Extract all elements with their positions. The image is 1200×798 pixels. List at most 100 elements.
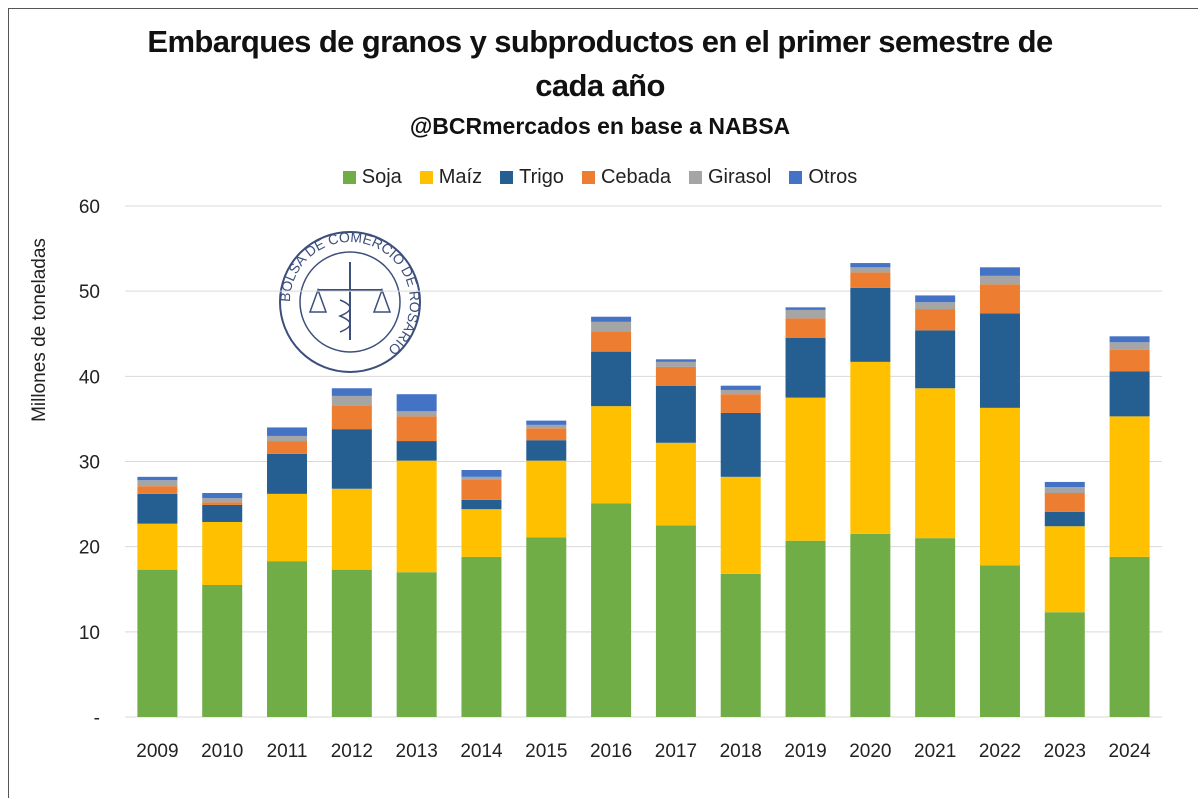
bar-segment (202, 498, 243, 503)
x-tick-label: 2016 (590, 741, 632, 762)
bar-segment (785, 338, 826, 398)
y-tick-label: 40 (79, 367, 100, 388)
bar-segment (331, 395, 372, 406)
bar-segment (1044, 526, 1085, 613)
legend: Soja Maíz Trigo Cebada Girasol Otros (0, 166, 1200, 189)
legend-swatch (500, 171, 514, 184)
bar-segment (915, 295, 956, 303)
bar-segment (785, 540, 826, 717)
x-tick-label: 2024 (1108, 741, 1151, 762)
bar-segment (137, 476, 178, 481)
bar-segment (202, 521, 243, 585)
legend-item: Maíz (419, 166, 482, 189)
bar-segment (655, 359, 696, 362)
bar-segment (137, 569, 178, 717)
bar-segment (1109, 371, 1150, 417)
legend-item: Soja (342, 166, 402, 189)
bar-segment (850, 272, 891, 288)
bar-segment (979, 275, 1020, 285)
bar-segment (655, 385, 696, 443)
bar-segment (720, 412, 761, 477)
bar-segment (396, 411, 437, 417)
bar-segment (850, 361, 891, 534)
y-tick-label: - (94, 708, 100, 729)
legend-label: Cebada (600, 166, 671, 188)
bar-segment (655, 366, 696, 386)
bar-segment (526, 428, 567, 441)
bar-segment (331, 429, 372, 489)
bar-segment (850, 287, 891, 362)
bar-segment (1109, 416, 1150, 557)
bar-segment (137, 480, 178, 487)
bar-segment (137, 523, 178, 570)
y-tick-label: 20 (79, 538, 100, 559)
bar-segment (1044, 612, 1085, 717)
legend-label: Trigo (519, 166, 564, 188)
legend-label: Otros (808, 166, 858, 188)
bar-segment (979, 407, 1020, 566)
bar-segment (461, 476, 502, 480)
x-tick-label: 2017 (655, 741, 697, 762)
bar-segment (202, 493, 243, 499)
bar-segment (331, 405, 372, 430)
y-tick-label: 60 (79, 197, 100, 218)
bar-segment (720, 394, 761, 413)
x-tick-label: 2020 (849, 741, 891, 762)
bar-segment (785, 307, 826, 310)
bar-segment (785, 309, 826, 319)
bar-segment (202, 504, 243, 522)
y-tick-label: 30 (79, 453, 100, 474)
bar-segment (461, 499, 502, 510)
bar-segment (979, 565, 1020, 717)
x-tick-label: 2023 (1044, 741, 1086, 762)
bar-segment (267, 427, 308, 436)
bar-segment (1109, 349, 1150, 372)
bar-segment (331, 388, 372, 396)
bar-segment (720, 476, 761, 574)
bar-segment (267, 453, 308, 494)
bar-segment (267, 435, 308, 442)
chart-subtitle: @BCRmercados en base a NABSA (409, 113, 791, 139)
bar-segment (137, 486, 178, 494)
bar-segment (526, 460, 567, 538)
bar-segment (591, 351, 632, 407)
bar-segment (785, 318, 826, 339)
bar-segment (655, 361, 696, 367)
legend-swatch (342, 171, 356, 184)
y-axis-label: Millones de toneladas (29, 238, 50, 422)
bar-segment (461, 479, 502, 500)
legend-item: Cebada (581, 166, 671, 189)
bar-segment (720, 385, 761, 390)
bar-segment (461, 470, 502, 477)
bar-segment (1044, 487, 1085, 494)
x-tick-label: 2013 (396, 741, 438, 762)
legend-swatch (689, 171, 702, 184)
x-tick-label: 2011 (267, 741, 308, 762)
legend-swatch (789, 171, 803, 184)
bar-segment (267, 561, 308, 717)
legend-swatch (419, 171, 433, 184)
bar-segment (396, 416, 437, 442)
bar-segment (915, 538, 956, 717)
bar-segment (202, 584, 243, 717)
bar-segment (591, 321, 632, 332)
x-tick-label: 2021 (914, 741, 956, 762)
bar-segment (526, 537, 567, 717)
bar-segment (979, 313, 1020, 408)
bar-segment (267, 441, 308, 454)
logo: BOLSA DE COMERCIO DE ROSARIO (277, 229, 423, 373)
bar-segment (202, 502, 243, 505)
x-tick-label: 2022 (979, 741, 1021, 762)
bar-segment (526, 420, 567, 425)
y-tick-label: 10 (79, 623, 100, 644)
bar-segment (1044, 493, 1085, 512)
bar-segment (1044, 481, 1085, 488)
legend-swatch (581, 171, 595, 184)
bar-segment (267, 493, 308, 562)
x-tick-label: 2019 (784, 741, 826, 762)
chart-title: Embarques de granos y subproductos en el… (147, 24, 1053, 103)
bar-segment (785, 397, 826, 541)
x-tick-label: 2014 (460, 741, 503, 762)
